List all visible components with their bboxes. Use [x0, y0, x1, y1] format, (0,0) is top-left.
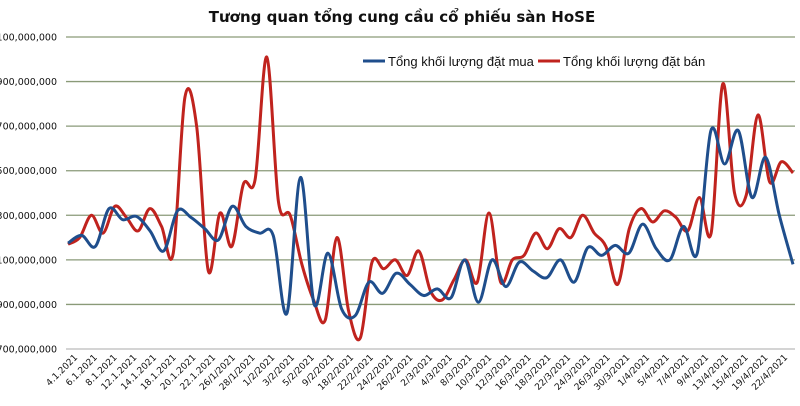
y-tick-label: 1,700,000,000 — [0, 122, 57, 133]
legend: Tổng khối lượng đặt mua Tổng khối lượng … — [363, 54, 705, 69]
y-tick-label: 700,000,000 — [0, 345, 57, 356]
x-axis-labels: 4.1.20216.1.20218.1.202112.1.202114.1.20… — [45, 353, 790, 393]
y-tick-label: 900,000,000 — [0, 300, 57, 311]
y-tick-label: 2,100,000,000 — [0, 33, 57, 44]
chart-title: Tương quan tổng cung cầu cổ phiếu sàn Ho… — [209, 7, 595, 26]
y-tick-label: 1,100,000,000 — [0, 255, 57, 266]
y-tick-label: 1,300,000,000 — [0, 211, 57, 222]
legend-buy-label: Tổng khối lượng đặt mua — [388, 54, 535, 69]
y-axis-labels: 700,000,000 900,000,000 1,100,000,000 1,300… — [0, 33, 57, 356]
legend-sell-label: Tổng khối lượng đặt bán — [563, 54, 705, 69]
series-sell-line — [67, 55, 795, 342]
gridlines — [66, 36, 795, 350]
y-tick-label: 1,900,000,000 — [0, 77, 57, 88]
series-buy-line — [67, 126, 795, 320]
y-tick-label: 1,500,000,000 — [0, 166, 57, 177]
series-lines — [67, 55, 795, 342]
